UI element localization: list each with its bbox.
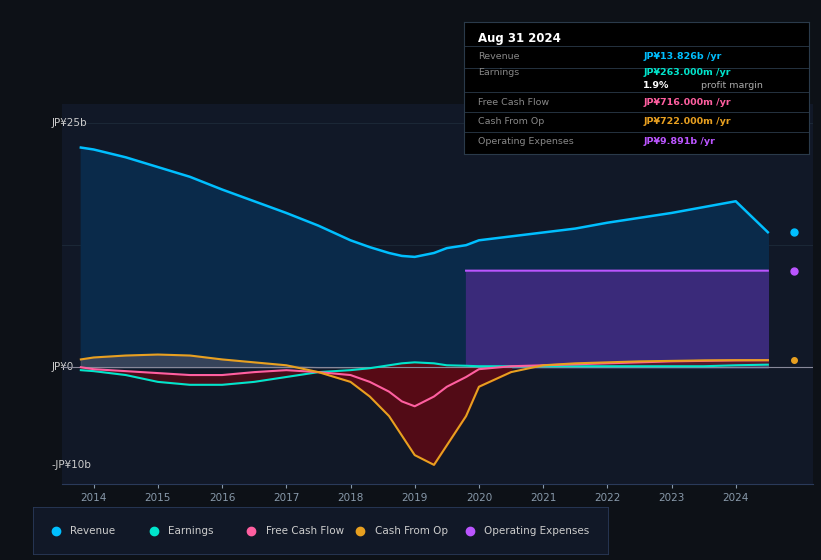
Text: Aug 31 2024: Aug 31 2024 bbox=[478, 31, 561, 45]
Text: Free Cash Flow: Free Cash Flow bbox=[266, 526, 344, 535]
Text: Cash From Op: Cash From Op bbox=[374, 526, 447, 535]
Text: JP¥25b: JP¥25b bbox=[52, 118, 88, 128]
Text: JP¥722.000m /yr: JP¥722.000m /yr bbox=[643, 117, 731, 126]
Text: Revenue: Revenue bbox=[478, 52, 519, 61]
Text: JP¥0: JP¥0 bbox=[52, 362, 74, 372]
Text: profit margin: profit margin bbox=[699, 81, 764, 90]
Text: Earnings: Earnings bbox=[167, 526, 213, 535]
Text: Free Cash Flow: Free Cash Flow bbox=[478, 97, 548, 106]
Text: JP¥263.000m /yr: JP¥263.000m /yr bbox=[643, 68, 731, 77]
Text: Revenue: Revenue bbox=[71, 526, 115, 535]
Text: -JP¥10b: -JP¥10b bbox=[52, 460, 92, 470]
Text: Operating Expenses: Operating Expenses bbox=[484, 526, 589, 535]
Text: JP¥716.000m /yr: JP¥716.000m /yr bbox=[643, 97, 731, 106]
Text: JP¥9.891b /yr: JP¥9.891b /yr bbox=[643, 137, 715, 146]
Text: Cash From Op: Cash From Op bbox=[478, 117, 544, 126]
Text: JP¥13.826b /yr: JP¥13.826b /yr bbox=[643, 52, 722, 61]
Text: 1.9%: 1.9% bbox=[643, 81, 670, 90]
Text: Operating Expenses: Operating Expenses bbox=[478, 137, 573, 146]
Text: Earnings: Earnings bbox=[478, 68, 519, 77]
